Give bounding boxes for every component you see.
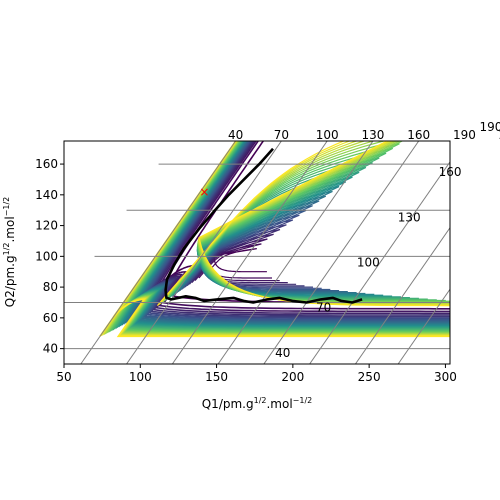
- y-tick-label: 60: [43, 311, 58, 325]
- x-tick-label: 50: [56, 370, 71, 384]
- y-tick-label: 160: [35, 157, 58, 171]
- r2-grid-label: 190: [480, 120, 500, 134]
- r1-grid-line: [354, 226, 450, 364]
- plot-frame: [63, 140, 451, 365]
- oblique-grid: [64, 141, 450, 364]
- r1-grid-label: 190: [453, 128, 476, 142]
- trajectory: [164, 147, 363, 304]
- r1-grid-line: [397, 288, 450, 364]
- start-marker: ×: [199, 185, 209, 199]
- y-tick-label: 120: [35, 219, 58, 233]
- contour-line: [156, 141, 450, 307]
- x-tick-label: 300: [434, 370, 457, 384]
- y-tick-label: 100: [35, 249, 58, 263]
- r2-grid-label: 160: [439, 165, 462, 179]
- r2-grid-label: 40: [275, 346, 290, 360]
- y-axis-ticks: 40 60 80 100 120 140 160: [35, 157, 64, 356]
- x-axis-ticks: 50 100 150 200 250 300: [56, 364, 457, 384]
- x-tick-label: 100: [129, 370, 152, 384]
- r1-grid-label: 40: [228, 128, 243, 142]
- start-marker-symbol: ×: [199, 185, 209, 199]
- r2-grid-label: 100: [357, 255, 380, 269]
- x-axis-label: Q1/pm.g1/2.mol−1/2: [202, 396, 313, 411]
- r1-grid-line: [263, 141, 420, 364]
- r1-grid-line: [126, 141, 282, 364]
- r2-grid-label: 70: [316, 301, 331, 315]
- x-tick-label: 150: [205, 370, 228, 384]
- r1-grid-label: 130: [361, 128, 384, 142]
- r1-grid-label: 160: [407, 128, 430, 142]
- y-tick-label: 40: [43, 342, 58, 356]
- r1-grid-label: 70: [274, 128, 289, 142]
- x-tick-label: 250: [358, 370, 381, 384]
- r1-grid-label: 100: [316, 128, 339, 142]
- r2-grid-labels: 4070100130160190220248: [275, 120, 500, 360]
- contour-line: [207, 248, 267, 273]
- r2-grid-label: 130: [398, 210, 421, 224]
- r1-grid-labels: 4070100130160190220248: [228, 128, 500, 142]
- x-tick-label: 200: [281, 370, 304, 384]
- contour-line: [166, 157, 428, 300]
- r1-grid-line: [309, 160, 450, 364]
- trajectory-line: [164, 147, 363, 304]
- r1-grid-label: 220: [499, 128, 500, 142]
- contour-line: [165, 152, 437, 301]
- y-tick-label: 80: [43, 280, 58, 294]
- r1-grid-line: [171, 141, 328, 364]
- r1-grid-line: [217, 141, 374, 364]
- r1-grid-line: [80, 141, 237, 364]
- y-axis-label: Q2/pm.g1/2.mol−1/2: [2, 197, 17, 308]
- y-tick-label: 140: [35, 188, 58, 202]
